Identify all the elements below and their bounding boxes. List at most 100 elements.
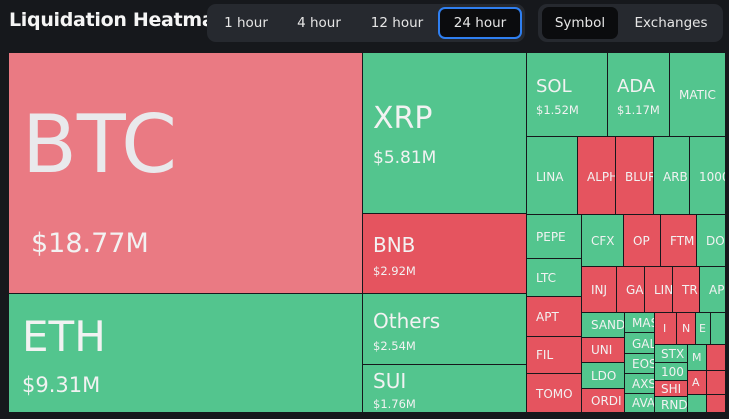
- tile-100[interactable]: 100: [655, 363, 688, 381]
- time-24h-button[interactable]: 24 hour: [438, 7, 522, 39]
- tile-mas[interactable]: MAS: [625, 313, 655, 333]
- tile-symbol: MAS: [632, 316, 654, 330]
- tile-tiny-2[interactable]: [707, 395, 726, 413]
- tile-uni[interactable]: UNI: [582, 338, 625, 363]
- page-title: Liquidation Heatmap: [9, 9, 228, 31]
- tile-symbol: E: [699, 322, 706, 335]
- tile-bnb[interactable]: BNB $2.92M: [363, 214, 527, 294]
- time-range-selector: 1 hour 4 hour 12 hour 24 hour: [207, 4, 525, 42]
- tile-n[interactable]: N: [677, 313, 696, 345]
- tile-symbol: LINA: [536, 170, 564, 184]
- tile-shi[interactable]: SHI: [655, 381, 688, 397]
- tile-symbol: EOS: [632, 357, 655, 371]
- tile-blur[interactable]: BLUR: [616, 137, 654, 215]
- tile-inj[interactable]: INJ: [582, 267, 617, 313]
- tile-symbol: ADA: [617, 76, 656, 97]
- tile-sand[interactable]: SAND: [582, 313, 625, 338]
- tile-cfx[interactable]: CFX: [582, 215, 624, 267]
- tile-symbol: ORDI: [591, 394, 622, 408]
- liquidation-treemap: BTC $18.77M ETH $9.31M XRP $5.81M BNB $2…: [9, 53, 726, 413]
- tile-symbol: N: [682, 322, 691, 335]
- tile-symbol: LDO: [591, 369, 617, 383]
- tile-symbol: AVA: [632, 396, 655, 410]
- tile-others[interactable]: Others $2.54M: [363, 294, 527, 365]
- tile-eos[interactable]: EOS: [625, 354, 655, 374]
- symbol-view-button[interactable]: Symbol: [542, 7, 618, 39]
- tile-symbol: GAL: [632, 337, 655, 351]
- tile-a[interactable]: A: [688, 371, 707, 395]
- tile-i[interactable]: I: [655, 313, 677, 345]
- view-mode-toggle: Symbol Exchanges: [538, 4, 723, 42]
- tile-arb[interactable]: ARB: [654, 137, 690, 215]
- tile-xrp[interactable]: XRP $5.81M: [363, 53, 527, 214]
- tile-rnd[interactable]: RND: [655, 397, 688, 413]
- tile-symbol: ETH: [22, 312, 106, 361]
- tile-symbol: APT: [536, 310, 559, 324]
- tile-symbol: FTM: [670, 234, 695, 248]
- tile-lin[interactable]: LIN: [645, 267, 673, 313]
- tile-matic[interactable]: MATIC: [670, 53, 726, 137]
- tile-stx[interactable]: STX: [655, 345, 688, 363]
- tile-symbol: ARB: [663, 170, 688, 184]
- tile-fil[interactable]: FIL: [527, 337, 582, 374]
- tile-symbol: M: [692, 351, 702, 364]
- tile-op[interactable]: OP: [624, 215, 661, 267]
- tile-pepe[interactable]: PEPE: [527, 215, 582, 259]
- tile-m[interactable]: M: [688, 345, 707, 371]
- time-1h-button[interactable]: 1 hour: [224, 15, 268, 31]
- tile-symbol: SHI: [661, 382, 682, 396]
- tile-ava[interactable]: AVA: [625, 394, 655, 413]
- tile-sui[interactable]: SUI $1.76M: [363, 365, 527, 413]
- tile-symbol: SOL: [536, 76, 572, 97]
- tile-m2[interactable]: [707, 345, 726, 371]
- tile-symbol: 100: [661, 365, 684, 379]
- tile-ldo[interactable]: LDO: [582, 363, 625, 389]
- tile-small-a[interactable]: [711, 313, 726, 345]
- tile-alph[interactable]: ALPH: [578, 137, 616, 215]
- tile-ltc[interactable]: LTC: [527, 259, 582, 297]
- tile-e[interactable]: E: [696, 313, 711, 345]
- tile-ap[interactable]: AP: [700, 267, 726, 313]
- tile-symbol: BTC: [22, 98, 177, 191]
- tile-tiny-1[interactable]: [688, 395, 707, 413]
- tile-value: $5.81M: [373, 148, 437, 168]
- tile-symbol: PEPE: [536, 230, 566, 244]
- tile-symbol: AP: [709, 283, 725, 297]
- tile-gal[interactable]: GAL: [625, 333, 655, 354]
- tile-tr[interactable]: TR: [673, 267, 700, 313]
- tile-a2[interactable]: [707, 371, 726, 395]
- tile-symbol: OP: [633, 234, 650, 248]
- tile-value: $2.92M: [373, 264, 416, 278]
- tile-symbol: I: [663, 322, 667, 335]
- tile-sol[interactable]: SOL $1.52M: [527, 53, 608, 137]
- tile-tomo[interactable]: TOMO: [527, 374, 582, 413]
- tile-ada[interactable]: ADA $1.17M: [608, 53, 670, 137]
- tile-value: $18.77M: [31, 228, 149, 259]
- tile-symbol: XRP: [373, 101, 433, 136]
- tile-symbol: ALPH: [587, 170, 616, 184]
- tile-1000[interactable]: 1000: [690, 137, 726, 215]
- tile-symbol: TOMO: [536, 387, 573, 401]
- tile-ordi[interactable]: ORDI: [582, 389, 625, 413]
- time-12h-button[interactable]: 12 hour: [370, 15, 424, 31]
- tile-symbol: RND: [661, 398, 688, 412]
- tile-symbol: BNB: [373, 233, 416, 257]
- exchanges-view-button[interactable]: Exchanges: [634, 15, 708, 31]
- tile-symbol: SUI: [373, 369, 407, 393]
- tile-do[interactable]: DO: [697, 215, 726, 267]
- tile-symbol: 1000: [699, 170, 725, 184]
- tile-eth[interactable]: ETH $9.31M: [9, 294, 363, 413]
- tile-value: $1.17M: [617, 103, 660, 117]
- time-4h-button[interactable]: 4 hour: [297, 15, 341, 31]
- tile-symbol: CFX: [591, 234, 615, 248]
- tile-value: $1.76M: [373, 397, 416, 411]
- tile-axs[interactable]: AXS: [625, 374, 655, 394]
- tile-ftm[interactable]: FTM: [661, 215, 697, 267]
- tile-symbol: MATIC: [679, 88, 716, 102]
- tile-symbol: STX: [661, 347, 685, 361]
- tile-btc[interactable]: BTC $18.77M: [9, 53, 363, 294]
- tile-apt[interactable]: APT: [527, 297, 582, 337]
- tile-ga[interactable]: GA: [617, 267, 645, 313]
- tile-value: $9.31M: [22, 373, 101, 397]
- tile-lina[interactable]: LINA: [527, 137, 578, 215]
